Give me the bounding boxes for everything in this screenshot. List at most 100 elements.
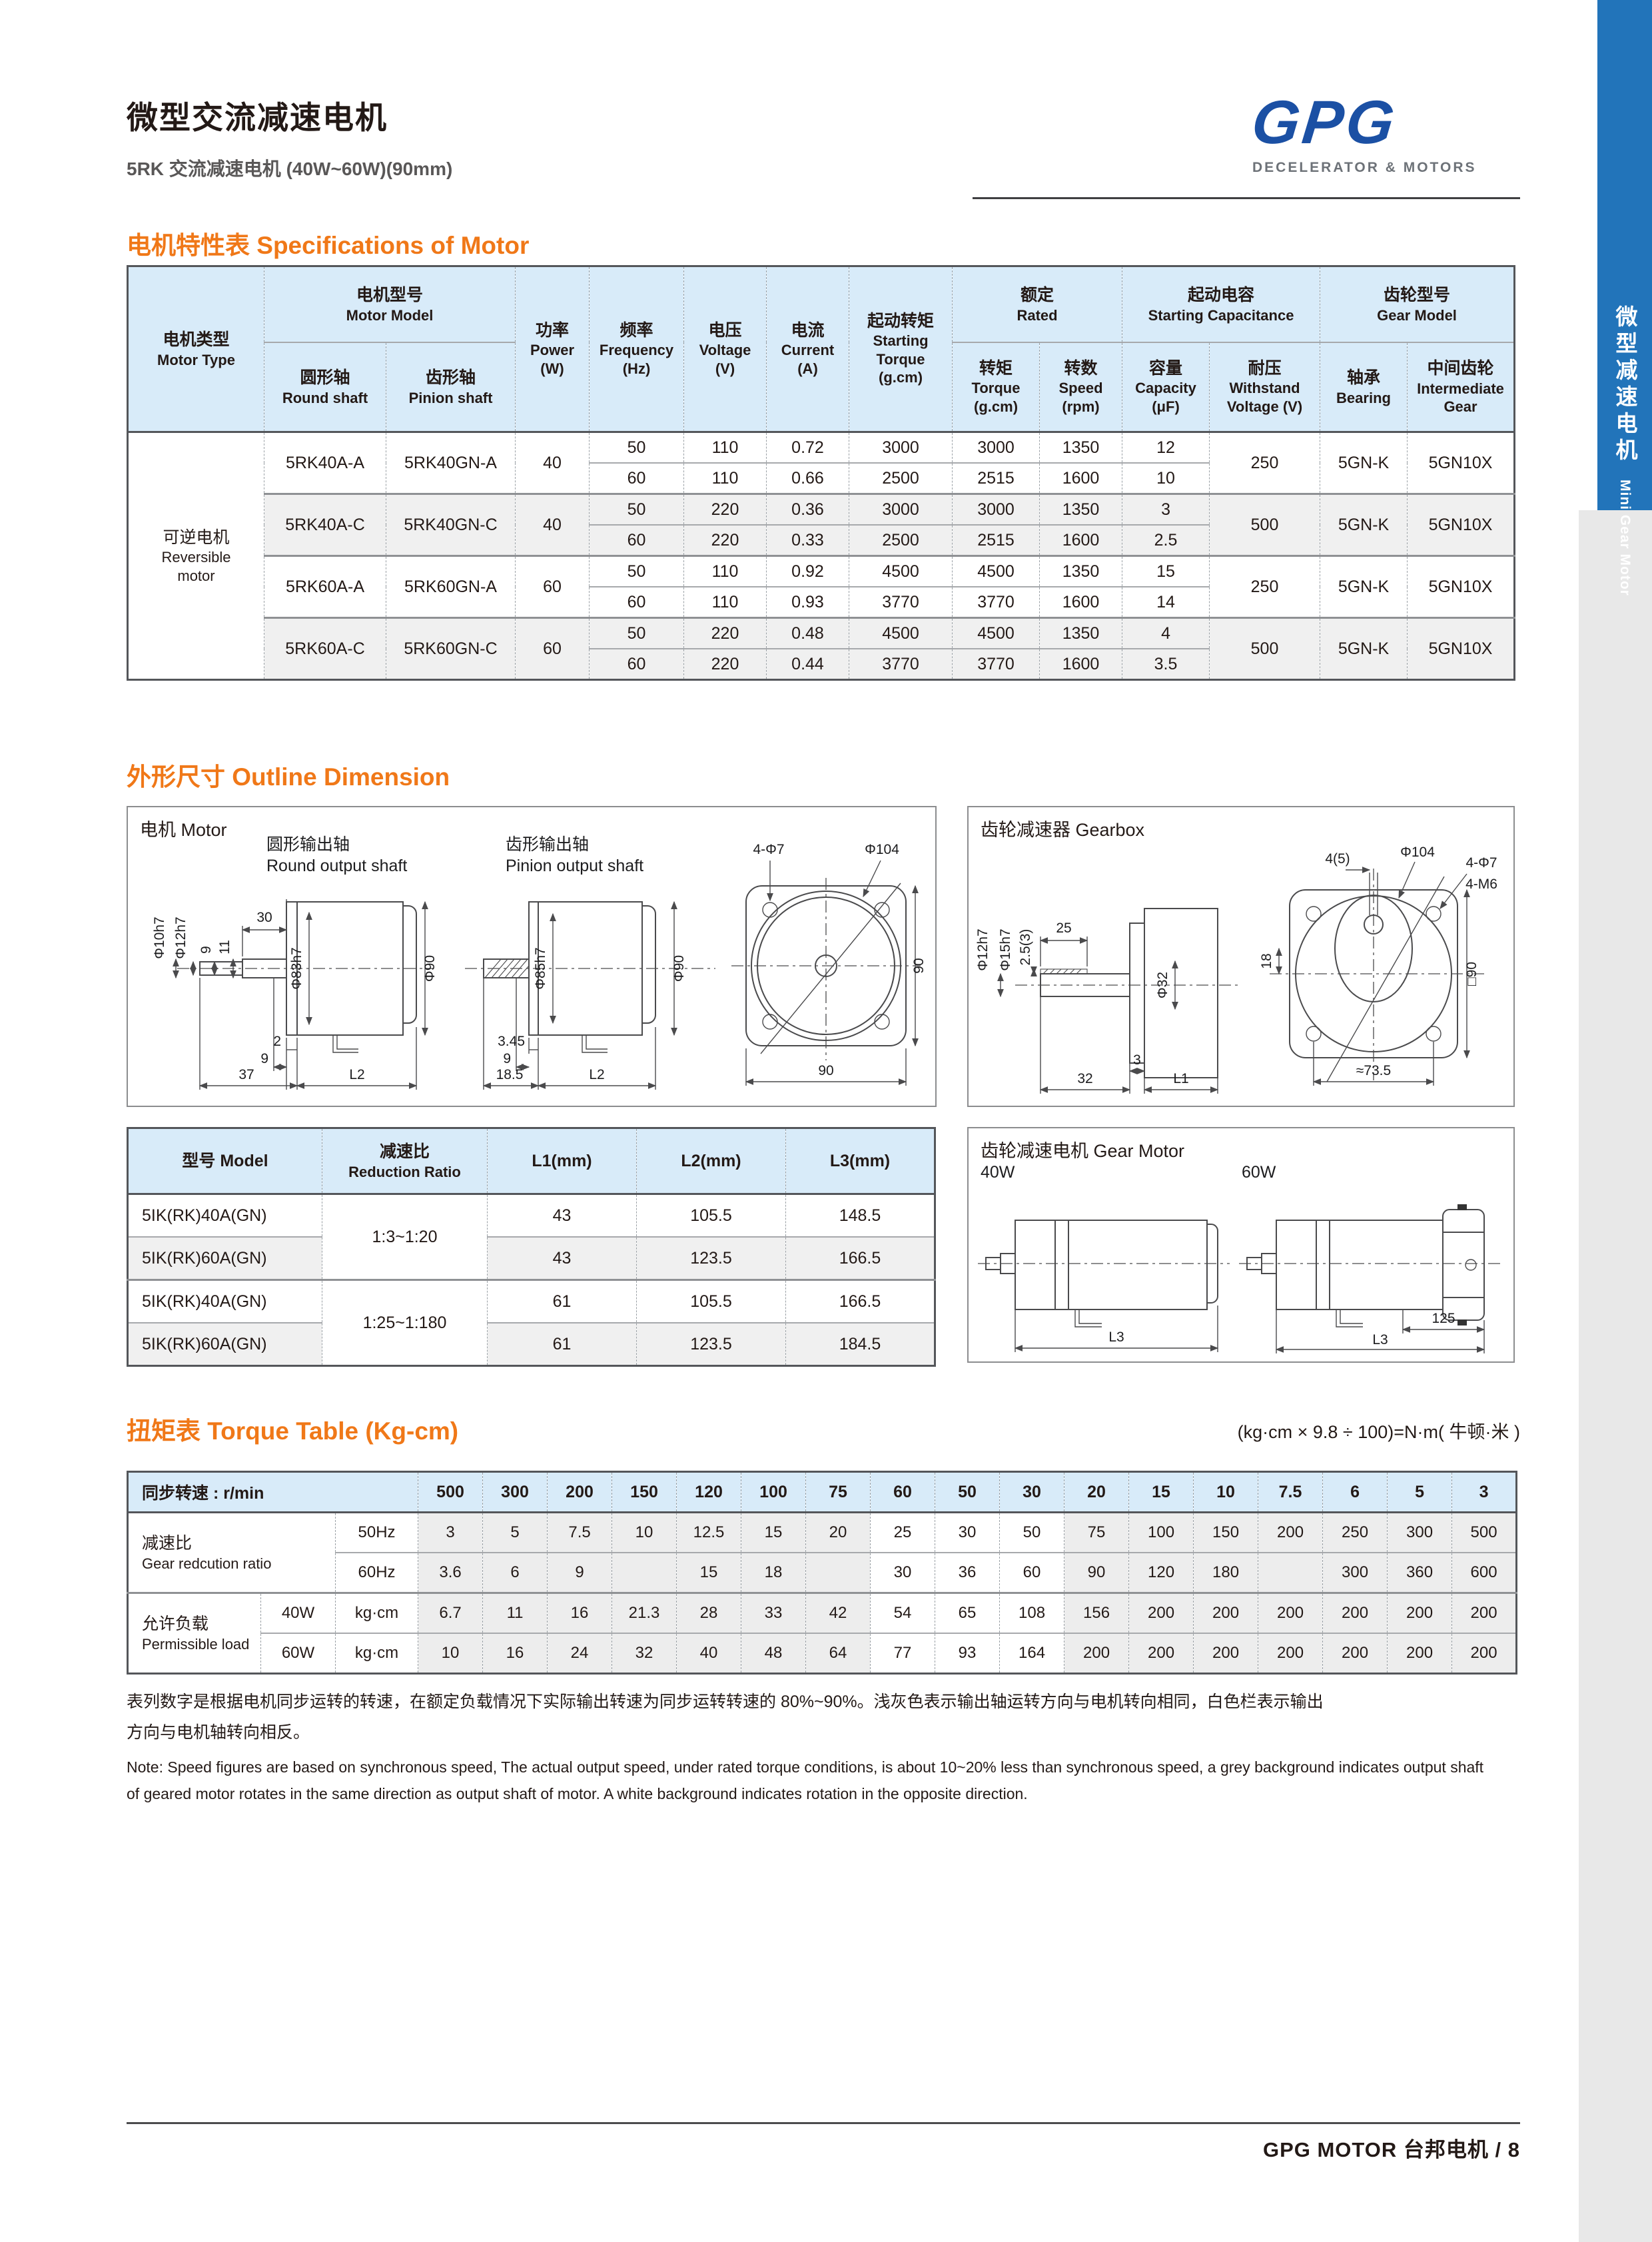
cell: 6 <box>482 1553 548 1593</box>
cell: 105.5 <box>636 1279 786 1323</box>
svg-text:25: 25 <box>1056 921 1071 936</box>
spec-head-row-2: 圆形轴 Round shaft 齿形轴 Pinion shaft 转矩 Torque(… <box>128 342 1515 433</box>
svg-text:90: 90 <box>818 1063 833 1078</box>
cell: 2500 <box>849 525 953 556</box>
cell: 5RK60A-C <box>264 617 386 680</box>
motor-round-drawing: 圆形输出轴 Round output shaft 30 Φ10h7 Φ12h7 … <box>152 835 438 1090</box>
col-speed: 3 <box>1451 1471 1517 1513</box>
cell: 220 <box>683 649 767 680</box>
cell: 1600 <box>1039 463 1122 494</box>
cell: 5GN-K <box>1320 493 1408 556</box>
cell: 250 <box>1209 555 1320 618</box>
cell: 30 <box>935 1512 1000 1553</box>
col-round-shaft: 圆形轴 Round shaft <box>264 342 386 433</box>
cell: 0.92 <box>766 555 849 587</box>
svg-text:Φ104: Φ104 <box>1400 845 1435 860</box>
cell: 50Hz <box>334 1512 418 1553</box>
cell: 10 <box>1122 463 1210 494</box>
cell: 93 <box>935 1633 1000 1674</box>
cell: 15 <box>676 1553 741 1593</box>
cell: 150 <box>1193 1512 1258 1553</box>
cell: 166.5 <box>785 1279 935 1323</box>
cell: 5IK(RK)60A(GN) <box>127 1237 322 1280</box>
col-starting-torque: 起动转矩 Starting Torque (g.cm) <box>849 266 953 433</box>
cell: 12.5 <box>676 1512 741 1553</box>
col-motor-type: 电机类型 Motor Type <box>127 266 264 433</box>
logo-tagline: DECELERATOR & MOTORS <box>1252 160 1477 175</box>
spec-row: 5RK60A-C 5RK60GN-C 60 50 220 0.48 4500 4… <box>128 617 1515 680</box>
col-speed: 15 <box>1128 1471 1194 1513</box>
cell: kg·cm <box>334 1592 418 1634</box>
spec-row: 60 220 0.33 2500 2515 1600 2.5 <box>128 525 1515 556</box>
cell: 184.5 <box>785 1323 935 1366</box>
cell: 60Hz <box>334 1553 418 1593</box>
torque-row-load-40: 允许负载 Permissible load 40W kg·cm 6.7 11 16… <box>127 1592 1517 1674</box>
svg-text:125: 125 <box>1432 1311 1455 1326</box>
model-row: 5IK(RK)40A(GN) 1:3~1:20 43 105.5 148.5 <box>127 1194 935 1280</box>
col-withstand: 耐压 Withstand Voltage (V) <box>1209 342 1320 433</box>
svg-text:2.5(3): 2.5(3) <box>1018 929 1033 966</box>
cell: 1350 <box>1039 432 1122 464</box>
cell: 50 <box>999 1512 1064 1553</box>
cell: 123.5 <box>636 1237 786 1280</box>
cell: 300 <box>1387 1512 1452 1553</box>
cell: 18 <box>741 1553 806 1593</box>
cell: 12 <box>1122 432 1210 464</box>
cell: 20 <box>805 1512 871 1553</box>
col-pinion-shaft: 齿形轴 Pinion shaft <box>385 342 516 433</box>
cell: 1350 <box>1039 555 1122 587</box>
cell: 0.33 <box>766 525 849 556</box>
gearbox-side-drawing: 25 2.5(3) Φ12h7 Φ15h7 Φ32 32 3 L1 <box>975 908 1238 1094</box>
motor-pinion-drawing: 齿形输出轴 Pinion output shaft Φ85h7 Φ90 3.45… <box>465 835 715 1090</box>
cell: 166.5 <box>785 1237 935 1280</box>
col-motor-model: 电机型号 Motor Model <box>263 266 516 343</box>
cell: 5RK40GN-A <box>385 432 516 494</box>
cell: 60 <box>589 463 684 494</box>
cell: 3000 <box>849 432 953 464</box>
svg-text:L3: L3 <box>1372 1332 1388 1347</box>
cell: 75 <box>1064 1512 1129 1553</box>
model-row: 5IK(RK)60A(GN) 43 123.5 166.5 <box>127 1237 935 1280</box>
logo-text: GPG <box>1248 89 1400 157</box>
cell: 200 <box>1064 1633 1129 1674</box>
svg-text:L3: L3 <box>1108 1329 1124 1345</box>
cell: 4500 <box>952 617 1040 649</box>
cell: 200 <box>1322 1633 1388 1674</box>
col-gear-model: 齿轮型号 Gear Model <box>1320 266 1515 343</box>
cell: 1600 <box>1039 525 1122 556</box>
cell: 43 <box>487 1194 637 1238</box>
cell: 28 <box>676 1592 741 1634</box>
notes: 表列数字是根据电机同步运转的转速，在额定负载情况下实际输出转速为同步运转转速的 … <box>127 1686 1520 1807</box>
svg-text:9: 9 <box>199 946 214 954</box>
svg-text:Φ10h7: Φ10h7 <box>152 917 167 958</box>
cell: 110 <box>683 555 767 587</box>
cell: 5GN-K <box>1320 555 1408 618</box>
cell: 48 <box>741 1633 806 1674</box>
col-voltage: 电压 Voltage (V) <box>683 266 767 433</box>
svg-text:≈73.5: ≈73.5 <box>1356 1063 1391 1078</box>
cell: 65 <box>935 1592 1000 1634</box>
cell: 60 <box>515 555 590 618</box>
cell: 164 <box>999 1633 1064 1674</box>
page-subtitle: 5RK 交流减速电机 (40W~60W)(90mm) <box>127 159 453 179</box>
cell: 3770 <box>849 649 953 680</box>
gearmotor-box: 齿轮减速电机 Gear Motor 40W L3 60W 1 <box>967 1127 1515 1363</box>
pinion-shaft-title-en: Pinion output shaft <box>506 857 643 875</box>
cell: 3000 <box>952 493 1040 526</box>
col-rated: 额定 Rated <box>952 266 1122 343</box>
cell: 64 <box>805 1633 871 1674</box>
svg-text:L2: L2 <box>349 1067 364 1082</box>
cell: 4500 <box>849 617 953 649</box>
col-l3: L3(mm) <box>785 1128 935 1195</box>
cell: 0.72 <box>766 432 849 464</box>
cell: 0.44 <box>766 649 849 680</box>
cell: 250 <box>1209 432 1320 494</box>
footer-text: GPG MOTOR 台邦电机 / 8 <box>1262 2138 1520 2161</box>
cell: 10 <box>418 1633 483 1674</box>
cell: 42 <box>805 1592 871 1634</box>
note-zh-line1: 表列数字是根据电机同步运转的转速，在额定负载情况下实际输出转速为同步运转转速的 … <box>127 1692 1324 1711</box>
cell: 5 <box>482 1512 548 1553</box>
col-current: 电流 Current (A) <box>766 266 849 433</box>
svg-text:2: 2 <box>273 1034 281 1049</box>
col-speed: 5 <box>1387 1471 1452 1513</box>
